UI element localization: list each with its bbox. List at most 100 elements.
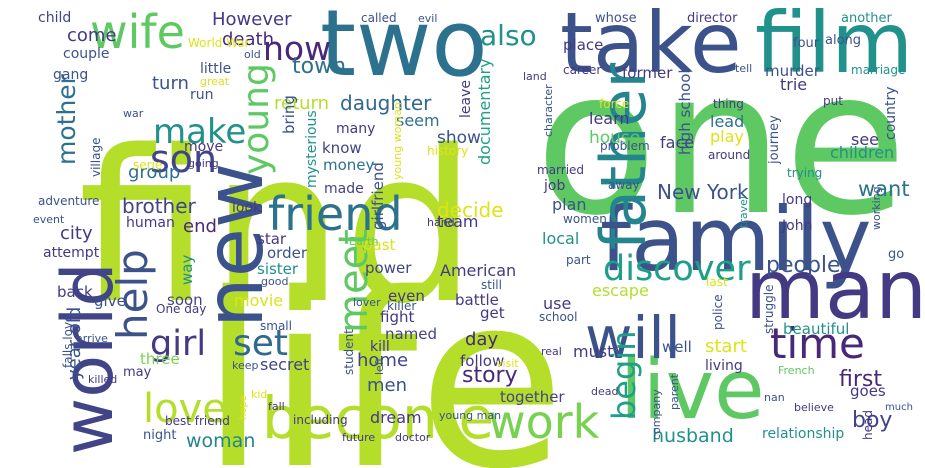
- cloud-word: visit: [496, 357, 519, 370]
- cloud-word: brother: [122, 194, 197, 218]
- cloud-word: gang: [53, 67, 88, 83]
- cloud-word: woman: [186, 430, 255, 452]
- cloud-word: become: [262, 384, 494, 452]
- cloud-word: life: [200, 242, 566, 468]
- cloud-word: doctor: [395, 431, 431, 444]
- cloud-word: leave: [458, 80, 474, 118]
- cloud-word: escape: [592, 281, 649, 300]
- cloud-word: death: [222, 29, 274, 50]
- cloud-word: whose: [595, 11, 637, 26]
- cloud-word: marriage: [851, 63, 905, 77]
- cloud-word: story: [462, 363, 518, 388]
- cloud-word: love: [143, 386, 227, 432]
- cloud-word: daughter: [340, 91, 432, 115]
- cloud-word: may: [123, 365, 152, 380]
- cloud-word: set: [233, 323, 288, 364]
- cloud-word: film: [755, 0, 913, 92]
- cloud-word: mother: [52, 73, 81, 165]
- cloud-word: arrive: [76, 332, 108, 345]
- cloud-word: son: [150, 137, 217, 181]
- cloud-word: many: [336, 121, 375, 137]
- cloud-word: director: [687, 11, 738, 26]
- cloud-word: country: [883, 86, 899, 140]
- cloud-word: four: [793, 36, 820, 51]
- cloud-word: land: [523, 70, 547, 83]
- cloud-word: new: [188, 163, 281, 328]
- cloud-word: show: [437, 128, 481, 148]
- cloud-word: get: [480, 304, 505, 322]
- cloud-word: character: [542, 84, 555, 137]
- cloud-word: keep: [232, 359, 259, 372]
- cloud-word: city: [60, 223, 93, 244]
- cloud-word: bring: [280, 95, 298, 134]
- cloud-word: town: [292, 54, 346, 79]
- cloud-word: couple: [63, 46, 110, 62]
- cloud-word: time: [770, 319, 865, 368]
- cloud-word: kill: [370, 339, 390, 355]
- cloud-word: live: [620, 343, 765, 438]
- cloud-word: small: [260, 319, 292, 333]
- cloud-word: house: [589, 128, 640, 148]
- cloud-word: future: [342, 431, 375, 444]
- cloud-word: relationship: [762, 426, 844, 442]
- cloud-word: home: [357, 350, 408, 371]
- cloud-word: day: [465, 329, 498, 350]
- cloud-word: going: [188, 157, 219, 170]
- cloud-word: together: [500, 388, 565, 406]
- cloud-word: two: [320, 0, 488, 97]
- cloud-word: another: [841, 11, 892, 26]
- cloud-word: believe: [794, 401, 834, 414]
- cloud-word: company: [650, 389, 663, 440]
- cloud-word: struggle: [762, 285, 776, 334]
- cloud-word: job: [543, 178, 565, 194]
- cloud-word: part: [566, 253, 591, 267]
- cloud-word: beautiful: [783, 320, 849, 338]
- cloud-word: place: [563, 36, 603, 54]
- cloud-word: good: [261, 275, 288, 288]
- cloud-word: murder: [765, 62, 821, 80]
- cloud-word: killer: [387, 299, 416, 313]
- cloud-word: tell: [735, 62, 752, 75]
- cloud-word: problem: [600, 139, 650, 153]
- cloud-word: school: [539, 310, 577, 324]
- cloud-word: know: [322, 139, 362, 157]
- cloud-word: give: [94, 292, 126, 310]
- cloud-word: help: [108, 249, 157, 340]
- cloud-word: past: [363, 236, 396, 254]
- cloud-word: called: [361, 11, 397, 25]
- cloud-word: last: [706, 275, 728, 289]
- cloud-word: head: [861, 410, 875, 440]
- cloud-word: World War: [188, 36, 250, 50]
- cloud-word: war: [123, 107, 144, 120]
- cloud-word: dead: [591, 385, 618, 398]
- cloud-word: learn: [589, 109, 630, 128]
- cloud-word: night: [143, 428, 176, 443]
- cloud-word: end: [183, 216, 217, 237]
- cloud-word: return: [274, 93, 329, 114]
- cloud-word: move: [184, 139, 223, 155]
- cloud-word: face: [660, 133, 694, 152]
- cloud-word: event: [33, 213, 65, 226]
- cloud-word: including: [293, 413, 348, 427]
- cloud-word: evil: [418, 12, 437, 25]
- cloud-word: start: [705, 336, 747, 357]
- cloud-word: run: [190, 87, 214, 103]
- cloud-word: John: [781, 218, 812, 234]
- cloud-word: play: [710, 127, 744, 146]
- cloud-word: follow: [460, 352, 504, 370]
- cloud-word: nan: [764, 391, 785, 404]
- cloud-word: take: [560, 0, 742, 92]
- cloud-word: living: [705, 358, 743, 374]
- cloud-word: make: [153, 112, 246, 152]
- cloud-word: much: [885, 402, 913, 413]
- cloud-word: will: [585, 304, 681, 372]
- cloud-word: goes: [850, 382, 886, 400]
- cloud-word: well: [662, 338, 692, 356]
- cloud-word: see: [851, 130, 879, 149]
- cloud-word: one: [535, 27, 907, 260]
- cloud-word: decide: [437, 198, 504, 222]
- cloud-word: travel: [737, 196, 750, 228]
